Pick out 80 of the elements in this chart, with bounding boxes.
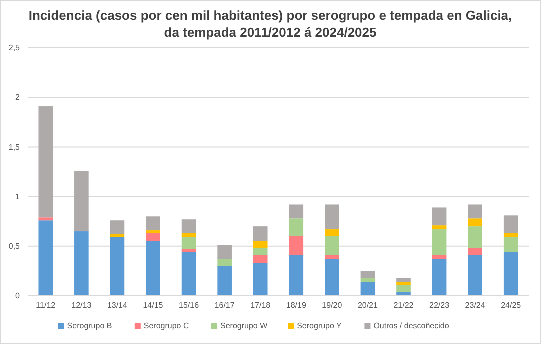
- bar: [468, 255, 482, 296]
- bar: [218, 245, 232, 260]
- bar: [468, 218, 482, 227]
- legend-label: Serogrupo W: [220, 321, 268, 330]
- bar: [504, 234, 518, 238]
- bar: [468, 248, 482, 256]
- bar: [289, 218, 304, 236]
- bar: [325, 259, 340, 296]
- bar: [74, 232, 89, 296]
- bar: [110, 234, 125, 238]
- bar: [182, 237, 196, 250]
- bar: [218, 259, 232, 266]
- bar: [396, 285, 411, 292]
- bar: [504, 237, 518, 252]
- bar: [38, 220, 54, 296]
- chart-title: Incidencia (casos por cen mil habitantes) por serogrupo e tempada en Galicia, da tempada 2011/2012 á 2024/2025: [28, 8, 512, 40]
- bar: [504, 216, 518, 234]
- bar: [289, 204, 304, 219]
- bar: [253, 226, 268, 242]
- bar: [218, 266, 232, 296]
- legend-label: Serogrupo Y: [297, 321, 343, 330]
- x-tick-label: 16/17: [214, 301, 236, 310]
- bar: [432, 226, 447, 230]
- y-tick-label: 0,5: [8, 242, 21, 251]
- bar: [325, 255, 340, 260]
- bar: [253, 241, 268, 248]
- bar: [289, 236, 304, 256]
- bar: [432, 259, 447, 296]
- bar: [432, 208, 447, 226]
- bar: [325, 230, 340, 236]
- bar: [360, 278, 376, 282]
- x-tick-label: 18/19: [286, 301, 307, 310]
- x-tick-label: 14/15: [143, 301, 164, 310]
- bar: [360, 271, 376, 278]
- x-tick-label: 22/23: [430, 301, 450, 310]
- x-tick-label: 17/18: [250, 301, 272, 310]
- bar: [325, 204, 340, 230]
- bar: [396, 282, 411, 286]
- bar: [146, 241, 160, 296]
- y-tick-label: 0: [16, 292, 21, 301]
- y-tick-label: 2,5: [8, 44, 21, 53]
- bar: [146, 230, 160, 234]
- bar: [182, 252, 196, 296]
- bar: [146, 216, 160, 231]
- bar: [110, 220, 125, 234]
- x-tick-label: 24/25: [501, 301, 522, 310]
- x-tick-label: 23/24: [465, 301, 486, 310]
- bar: [396, 278, 411, 282]
- bar: [38, 218, 54, 221]
- y-tick-label: 2: [16, 93, 21, 102]
- bar: [432, 255, 447, 260]
- bar: [182, 234, 196, 238]
- bar: [38, 106, 54, 218]
- bar: [253, 248, 268, 256]
- bar: [468, 204, 482, 219]
- bar: [325, 236, 340, 256]
- x-tick-label: 20/21: [358, 301, 379, 310]
- bar: [432, 230, 447, 256]
- bar: [146, 234, 160, 242]
- x-tick-label: 11/12: [36, 301, 56, 310]
- legend-label: Outros / descoñecido: [374, 321, 450, 330]
- bar: [253, 255, 268, 264]
- legend-label: Serogrupo B: [67, 321, 112, 330]
- x-tick-label: 19/20: [322, 301, 343, 310]
- bar: [182, 249, 196, 252]
- bar: [468, 226, 482, 248]
- bar: [74, 171, 89, 232]
- bar: [110, 237, 125, 296]
- x-tick-label: 15/16: [179, 301, 200, 310]
- legend-label: Serogrupo C: [144, 321, 190, 330]
- bar: [182, 220, 196, 234]
- x-tick-label: 12/13: [72, 301, 92, 310]
- x-tick-label: 21/22: [394, 301, 414, 310]
- x-tick-label: 13/14: [107, 301, 128, 310]
- bar: [289, 255, 304, 296]
- bar: [253, 263, 268, 296]
- bar: [504, 252, 518, 296]
- y-tick-label: 1,5: [8, 142, 21, 152]
- y-tick-label: 1: [16, 192, 21, 202]
- bar: [360, 282, 376, 296]
